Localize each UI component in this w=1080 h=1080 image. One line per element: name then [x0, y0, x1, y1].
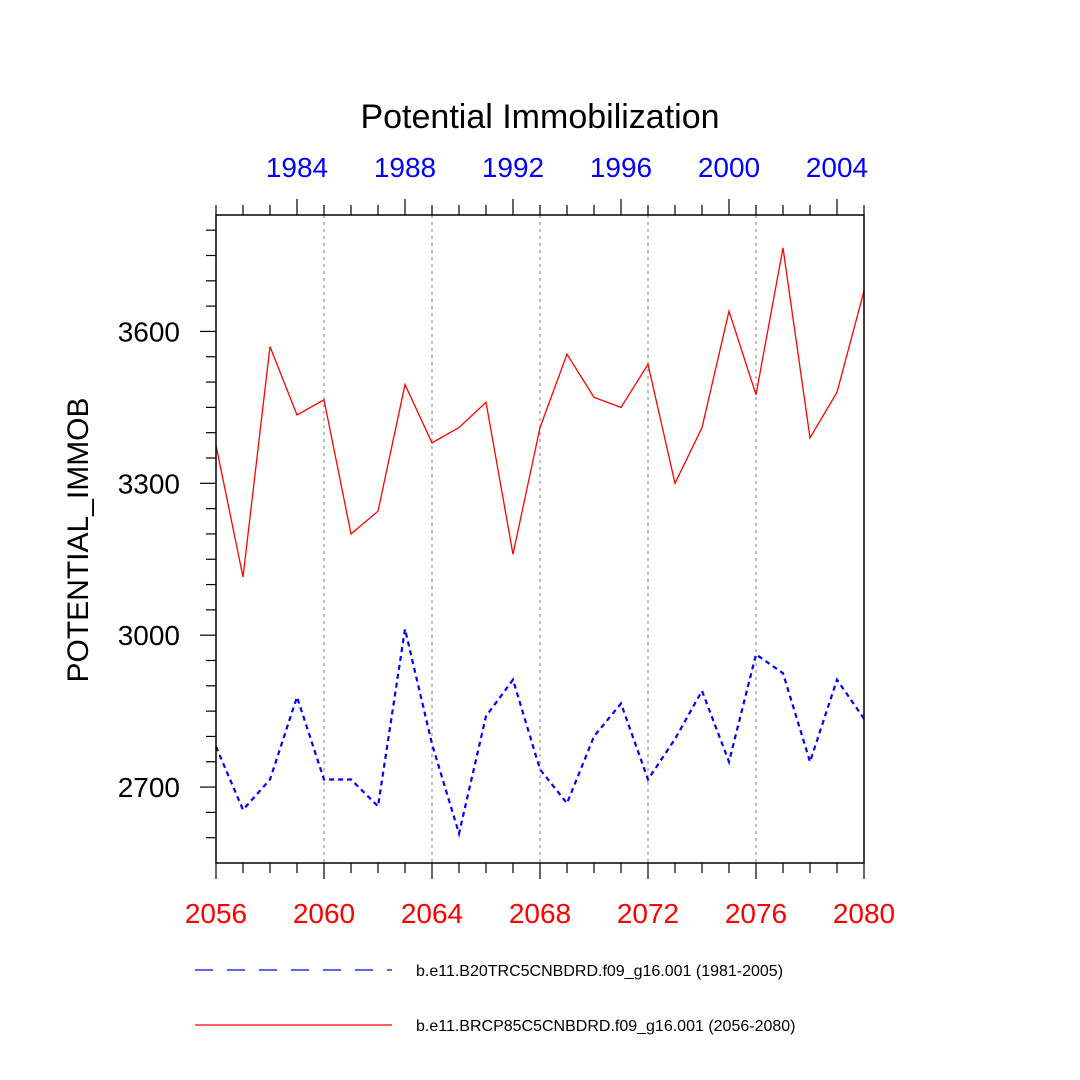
axis-ticks [200, 199, 865, 879]
top-tick-label: 2000 [698, 152, 760, 183]
series-line-2 [215, 247, 865, 578]
y-tick-label: 2700 [118, 772, 180, 803]
y-tick-label: 3000 [118, 620, 180, 651]
bottom-tick-label: 2076 [725, 898, 787, 929]
y-axis-label: POTENTIAL_IMMOB [62, 397, 95, 682]
series-line-1 [214, 628, 865, 838]
bottom-tick-label: 2072 [617, 898, 679, 929]
bottom-tick-label: 2068 [509, 898, 571, 929]
bottom-tick-label: 2080 [833, 898, 895, 929]
top-tick-label: 2004 [806, 152, 868, 183]
legend-label-1: b.e11.B20TRC5CNBDRD.f09_g16.001 (1981-20… [416, 963, 783, 980]
y-tick-label: 3300 [118, 468, 180, 499]
top-tick-label: 1992 [482, 152, 544, 183]
series-lines [214, 247, 865, 838]
bottom-tick-label: 2064 [401, 898, 463, 929]
legend-label-2: b.e11.BRCP85C5CNBDRD.f09_g16.001 (2056-2… [416, 1018, 795, 1035]
gridlines [323, 215, 757, 863]
tick-labels: 2056 2060 2064 2068 2072 2076 2080 1984 1988 1992… [118, 152, 895, 929]
top-tick-label: 1988 [374, 152, 436, 183]
bottom-tick-label: 2056 [185, 898, 247, 929]
y-tick-label: 3600 [118, 316, 180, 347]
legend: b.e11.B20TRC5CNBDRD.f09_g16.001 (1981-20… [195, 963, 795, 1035]
top-tick-label: 1984 [266, 152, 328, 183]
chart-title: Potential Immobilization [360, 98, 719, 136]
top-tick-label: 1996 [590, 152, 652, 183]
bottom-tick-label: 2060 [293, 898, 355, 929]
